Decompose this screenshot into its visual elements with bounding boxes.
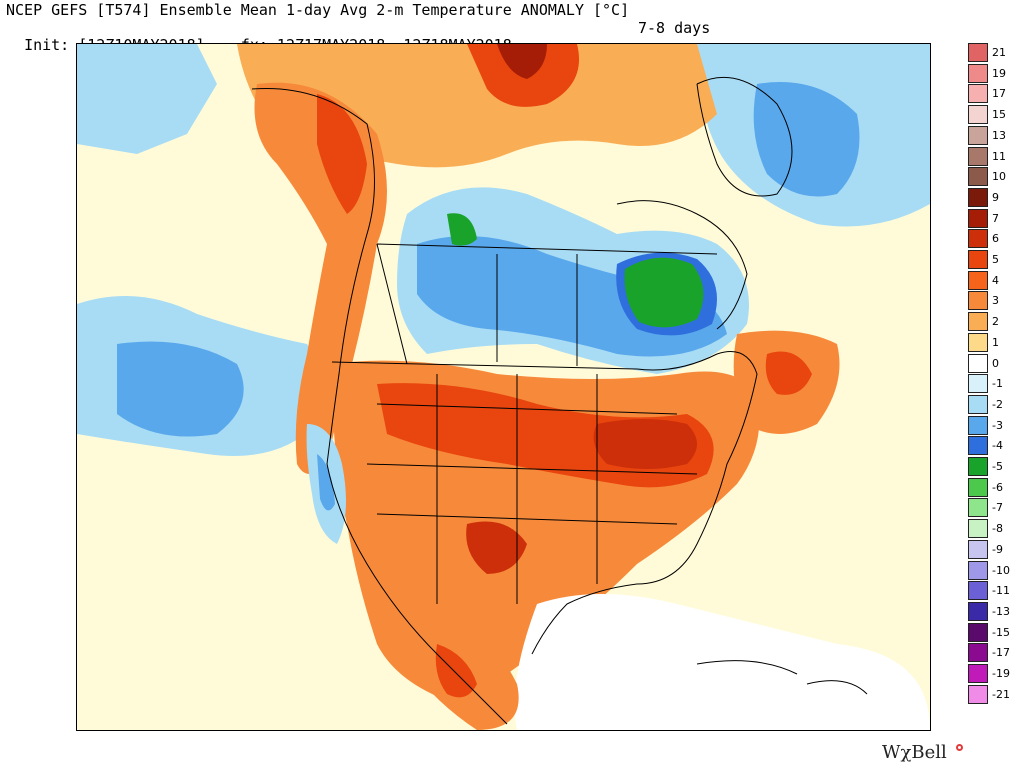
colorbar-tick-label: -1 (992, 377, 1003, 391)
colorbar-swatch (968, 519, 988, 539)
colorbar-tick-label: -6 (992, 480, 1003, 494)
warm-core-atlantic (765, 351, 812, 395)
cold-extreme-quebec (624, 257, 704, 328)
colorbar-swatch (968, 332, 988, 352)
colorbar-tick-label: 6 (992, 232, 999, 246)
colorbar-swatch (968, 270, 988, 290)
colorbar-swatch (968, 312, 988, 332)
colorbar-tick-label: 15 (992, 108, 1006, 122)
colorbar-tick-label: 3 (992, 294, 999, 308)
colorbar-tick-label: -11 (992, 584, 1010, 598)
colorbar-swatch (968, 187, 988, 207)
cool-core-atlantic (753, 82, 860, 197)
colorbar-swatch (968, 498, 988, 518)
us-state-borders (366, 374, 698, 604)
colorbar-swatch (968, 436, 988, 456)
colorbar-tick-label: -10 (992, 563, 1010, 577)
colorbar-tick-label: 1 (992, 335, 999, 349)
warm-core-alaska (317, 94, 367, 214)
colorbar-swatch (968, 457, 988, 476)
colorbar-tick-label: 10 (992, 170, 1006, 184)
colorbar-tick-label: 9 (992, 190, 999, 204)
hudson-bay-coast (616, 200, 748, 330)
colorbar-tick-label: 19 (992, 66, 1006, 80)
cool-core-pacific (117, 341, 244, 437)
colorbar-tick-label: -8 (992, 522, 1003, 536)
colorbar-swatch (968, 105, 988, 125)
colorbar-swatch (968, 84, 988, 104)
colorbar-tick-label: -4 (992, 439, 1003, 453)
hot-core-ohio-valley (593, 419, 697, 469)
colorbar-swatch (968, 477, 988, 497)
coastlines-and-borders (251, 76, 868, 725)
colorbar-tick-label: -21 (992, 687, 1010, 701)
colorbar-swatch (968, 208, 988, 228)
colorbar-tick-label: 11 (992, 149, 1006, 163)
cool-region-bering (77, 44, 217, 154)
colorbar-swatch (968, 43, 988, 62)
colorbar-swatch (968, 125, 988, 145)
colorbar-swatch (968, 539, 988, 559)
colorbar-tick-label: 2 (992, 315, 999, 329)
colorbar-swatch (968, 394, 988, 414)
colorbar-tick-label: -2 (992, 397, 1003, 411)
colorbar-tick-label: 0 (992, 356, 999, 370)
colorbar-swatch (968, 374, 988, 394)
colorbar-tick-label: -7 (992, 501, 1003, 515)
canada-borders (331, 243, 718, 370)
caribbean-islands (696, 660, 868, 695)
map-title: NCEP GEFS [T574] Ensemble Mean 1-day Avg… (6, 1, 630, 19)
colorbar-tick-label: -17 (992, 646, 1010, 660)
colorbar-tick-label: -5 (992, 460, 1003, 473)
anomaly-map (76, 43, 931, 731)
colorbar-swatch (968, 415, 988, 435)
east-coastline (531, 351, 758, 655)
colorbar-tick-label: -3 (992, 418, 1003, 432)
hot-core-texas (466, 521, 527, 574)
colorbar-tick-label: 21 (992, 46, 1006, 59)
forecast-period-label: 7-8 days (638, 19, 711, 37)
west-coastline (251, 87, 508, 725)
colorbar-swatch (968, 684, 988, 704)
anomaly-map-canvas (77, 44, 930, 730)
wxbell-logo: WχBell (882, 742, 947, 763)
colorbar-swatch (968, 353, 988, 373)
colorbar-tick-label: 5 (992, 253, 999, 266)
wxbell-logo-dot-icon (956, 744, 963, 751)
hot-core-arctic (497, 44, 547, 79)
colorbar-swatch (968, 250, 988, 269)
colorbar-tick-label: 17 (992, 87, 1006, 101)
colorbar-tick-label: -13 (992, 604, 1010, 618)
colorbar-swatch (968, 167, 988, 187)
colorbar-swatch (968, 622, 988, 642)
colorbar-tick-label: 7 (992, 211, 999, 225)
greenland-coast (696, 76, 793, 197)
colorbar-tick-label: -9 (992, 542, 1003, 556)
cool-core-california (317, 454, 335, 511)
colorbar-swatch (968, 146, 988, 166)
colorbar-swatch (968, 601, 988, 621)
colorbar-tick-label: 13 (992, 128, 1006, 142)
colorbar-swatch (968, 581, 988, 601)
neutral-region-gulf (514, 594, 930, 730)
colorbar-tick-label: -19 (992, 667, 1010, 680)
warm-region-mexico (357, 544, 519, 730)
temperature-colorbar (968, 43, 990, 723)
colorbar-swatch (968, 664, 988, 683)
colorbar-tick-label: 4 (992, 273, 999, 287)
colorbar-swatch (968, 643, 988, 663)
cold-spot-west-canada (447, 213, 477, 246)
colorbar-swatch (968, 63, 988, 83)
colorbar-swatch (968, 229, 988, 249)
colorbar-tick-label: -15 (992, 625, 1010, 639)
colorbar-swatch (968, 291, 988, 311)
colorbar-swatch (968, 560, 988, 580)
